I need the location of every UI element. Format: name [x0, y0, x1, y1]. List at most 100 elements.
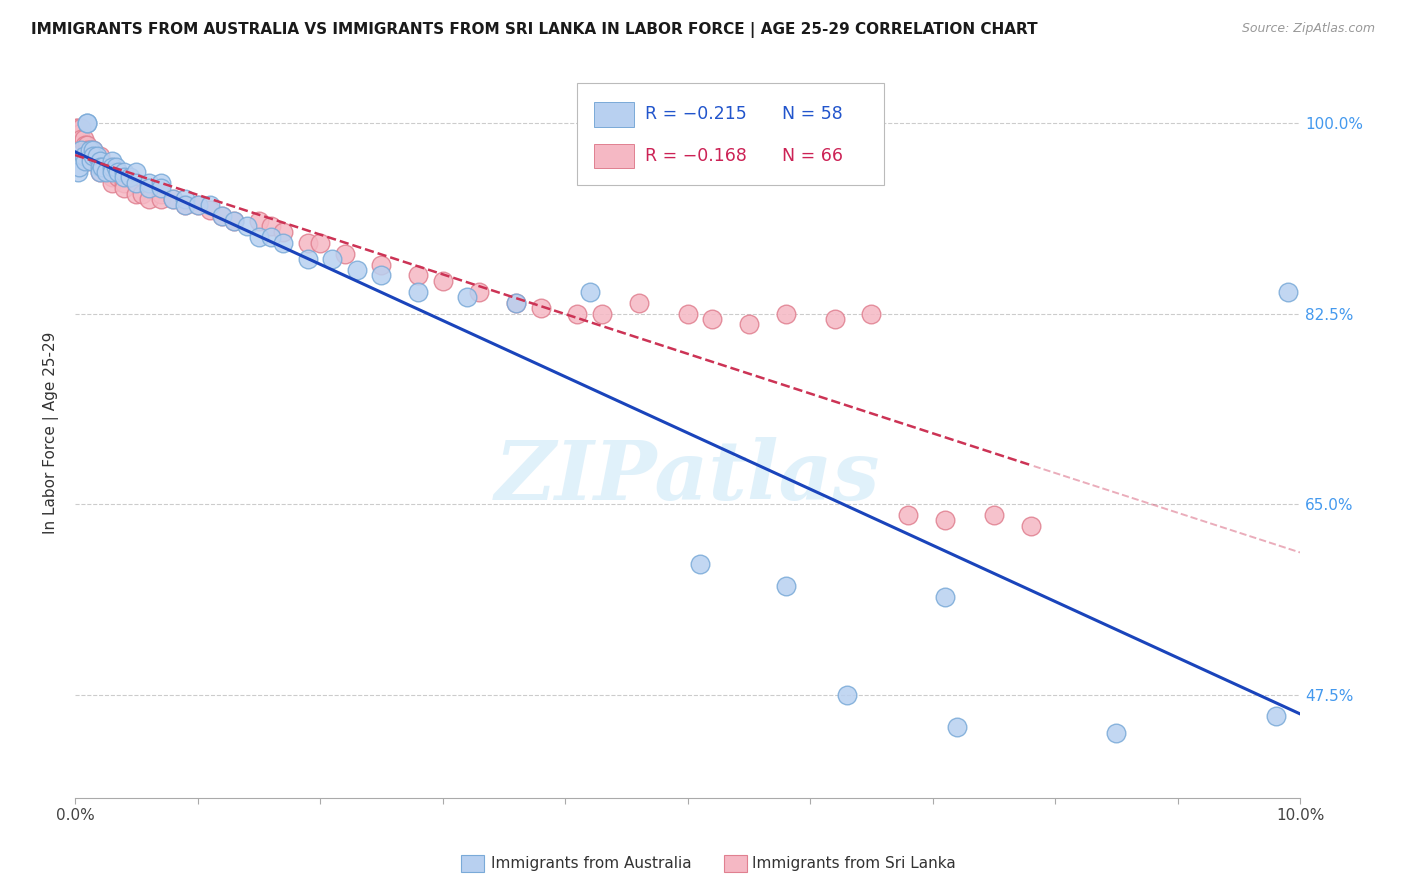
Point — [297, 235, 319, 250]
Point — [80, 154, 103, 169]
Point — [76, 116, 98, 130]
Point — [80, 148, 103, 162]
Point — [89, 165, 111, 179]
Text: Immigrants from Australia: Immigrants from Australia — [491, 856, 692, 871]
Point — [273, 235, 295, 250]
Point — [934, 513, 956, 527]
Point — [66, 165, 89, 179]
Point — [1105, 725, 1128, 739]
Point — [505, 295, 527, 310]
Point — [370, 258, 392, 272]
Point — [125, 186, 148, 201]
Point — [224, 214, 246, 228]
Point — [91, 160, 114, 174]
Point — [273, 225, 295, 239]
Point — [775, 306, 797, 320]
Y-axis label: In Labor Force | Age 25-29: In Labor Force | Age 25-29 — [44, 332, 59, 534]
Point — [107, 165, 129, 179]
Point — [174, 197, 197, 211]
FancyBboxPatch shape — [595, 144, 634, 169]
Point — [934, 590, 956, 604]
Point — [505, 295, 527, 310]
Point — [775, 579, 797, 593]
Point — [125, 176, 148, 190]
Point — [94, 165, 117, 179]
Point — [406, 268, 429, 283]
Point — [983, 508, 1005, 522]
Point — [112, 176, 135, 190]
Point — [162, 192, 184, 206]
Point — [260, 219, 283, 234]
Text: IMMIGRANTS FROM AUSTRALIA VS IMMIGRANTS FROM SRI LANKA IN LABOR FORCE | AGE 25-2: IMMIGRANTS FROM AUSTRALIA VS IMMIGRANTS … — [31, 22, 1038, 38]
Point — [1019, 519, 1042, 533]
Point — [101, 170, 124, 185]
Text: R = −0.168: R = −0.168 — [645, 147, 747, 165]
Point — [70, 121, 93, 136]
Point — [91, 160, 114, 174]
Point — [101, 165, 124, 179]
Point — [89, 154, 111, 169]
Point — [897, 508, 920, 522]
Point — [432, 274, 454, 288]
Point — [82, 143, 104, 157]
Point — [309, 235, 332, 250]
Point — [101, 160, 124, 174]
Text: Immigrants from Sri Lanka: Immigrants from Sri Lanka — [752, 856, 956, 871]
Point — [101, 154, 124, 169]
Point — [738, 318, 761, 332]
Point — [125, 165, 148, 179]
Point — [591, 306, 613, 320]
Point — [101, 165, 124, 179]
Point — [162, 192, 184, 206]
Point — [120, 170, 142, 185]
Point — [824, 312, 846, 326]
Point — [82, 148, 104, 162]
Point — [468, 285, 491, 299]
Point — [82, 148, 104, 162]
FancyBboxPatch shape — [595, 102, 634, 127]
Text: Source: ZipAtlas.com: Source: ZipAtlas.com — [1241, 22, 1375, 36]
Point — [456, 290, 478, 304]
Point — [689, 557, 711, 571]
Point — [112, 165, 135, 179]
Point — [321, 252, 343, 266]
Point — [89, 165, 111, 179]
Point — [89, 148, 111, 162]
Point — [70, 132, 93, 146]
Text: R = −0.215: R = −0.215 — [645, 105, 747, 123]
Point — [187, 197, 209, 211]
Point — [260, 230, 283, 244]
Point — [112, 170, 135, 185]
Point — [73, 137, 96, 152]
Point — [700, 312, 723, 326]
Point — [149, 192, 172, 206]
Point — [174, 197, 197, 211]
Point — [76, 137, 98, 152]
Point — [297, 252, 319, 266]
Point — [676, 306, 699, 320]
Point — [82, 143, 104, 157]
Point — [174, 192, 197, 206]
Point — [76, 116, 98, 130]
Point — [65, 121, 87, 136]
Point — [946, 720, 969, 734]
Point — [149, 186, 172, 201]
Point — [247, 230, 270, 244]
Point — [125, 176, 148, 190]
Point — [860, 306, 883, 320]
Point — [73, 154, 96, 169]
Point — [70, 143, 93, 157]
FancyBboxPatch shape — [578, 83, 883, 186]
Point — [76, 143, 98, 157]
Point — [138, 181, 160, 195]
Point — [94, 165, 117, 179]
Point — [627, 295, 650, 310]
Point — [89, 160, 111, 174]
Point — [138, 181, 160, 195]
Text: N = 58: N = 58 — [782, 105, 842, 123]
Point — [211, 209, 233, 223]
Point — [138, 176, 160, 190]
Point — [406, 285, 429, 299]
Point — [149, 176, 172, 190]
Point — [89, 154, 111, 169]
